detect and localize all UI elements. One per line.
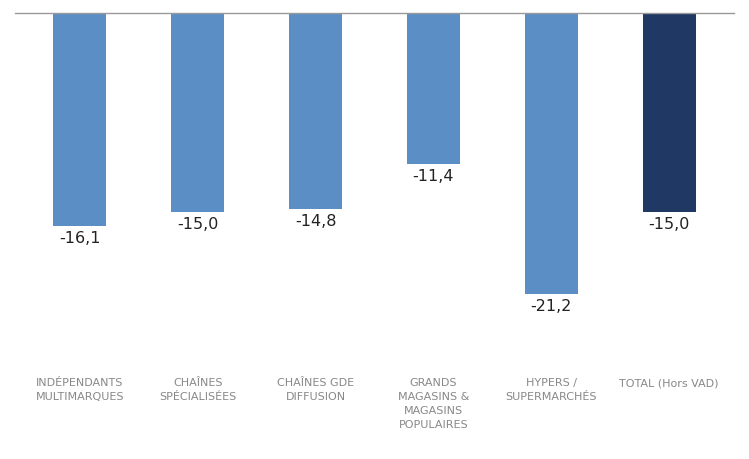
- Bar: [289, 14, 342, 210]
- Bar: [172, 14, 224, 213]
- Text: -16,1: -16,1: [59, 231, 100, 246]
- Text: -11,4: -11,4: [413, 169, 454, 184]
- Text: -15,0: -15,0: [649, 216, 690, 231]
- Bar: [643, 14, 696, 213]
- Text: -15,0: -15,0: [177, 216, 219, 231]
- Text: -21,2: -21,2: [530, 298, 572, 313]
- Bar: [53, 14, 106, 227]
- Bar: [407, 14, 460, 165]
- Text: -14,8: -14,8: [295, 214, 336, 229]
- Bar: [525, 14, 577, 295]
